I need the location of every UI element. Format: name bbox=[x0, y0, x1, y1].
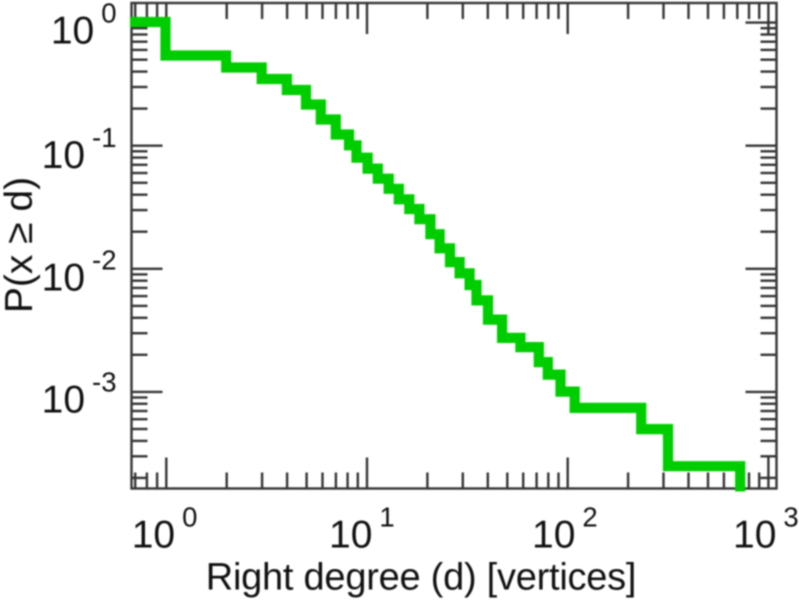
svg-text:Right degree (d) [vertices]: Right degree (d) [vertices] bbox=[206, 557, 636, 599]
svg-text:100: 10 0 bbox=[51, 0, 117, 52]
svg-text:P(x ≥ d): P(x ≥ d) bbox=[0, 177, 41, 313]
